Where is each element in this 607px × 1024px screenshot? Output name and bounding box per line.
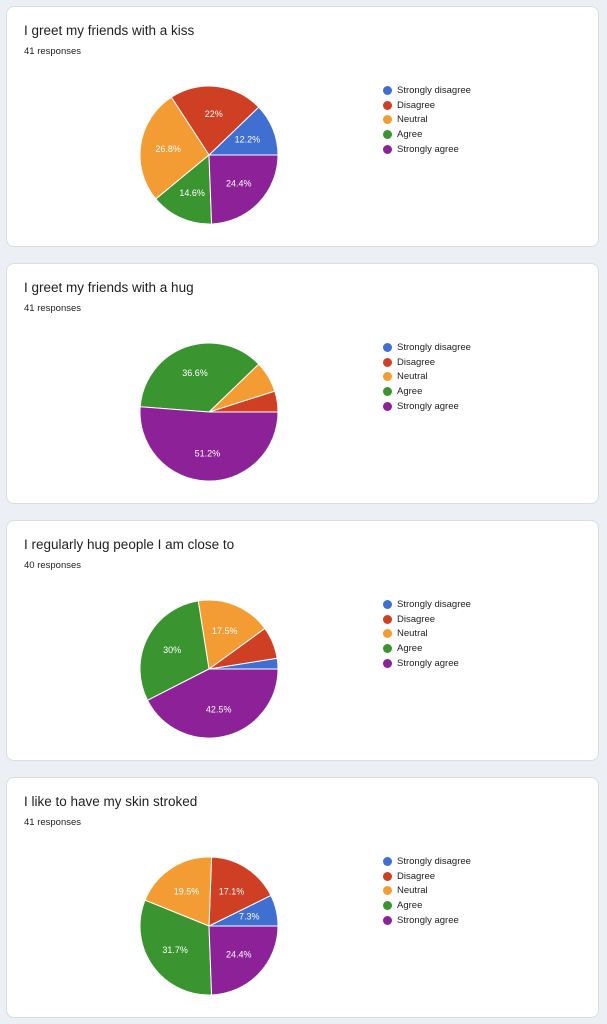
legend-swatch bbox=[383, 100, 392, 110]
pie-label-neutral: 17.5% bbox=[212, 626, 238, 636]
legend-item-agree: Agree bbox=[383, 127, 471, 142]
legend-item-strongly-agree: Strongly agree bbox=[383, 399, 471, 414]
legend-swatch bbox=[383, 115, 392, 125]
legend-item-disagree: Disagree bbox=[383, 612, 471, 627]
legend-item-strongly-agree: Strongly agree bbox=[383, 142, 471, 157]
pie-label-disagree: 22% bbox=[205, 109, 223, 119]
legend-item-strongly-disagree: Strongly disagree bbox=[383, 83, 471, 98]
legend-item-strongly-disagree: Strongly disagree bbox=[383, 340, 471, 355]
legend-swatch bbox=[383, 614, 392, 624]
legend-swatch bbox=[383, 659, 392, 669]
pie-slice-agree bbox=[139, 899, 213, 996]
chart-legend: Strongly disagree Disagree Neutral Agree… bbox=[383, 340, 471, 414]
question-title: I like to have my skin stroked bbox=[24, 794, 198, 809]
pie-slice-agree bbox=[155, 153, 213, 225]
legend-swatch bbox=[383, 357, 392, 367]
legend-swatch bbox=[383, 85, 392, 95]
pie-label-agree: 30% bbox=[163, 645, 181, 655]
legend-swatch bbox=[383, 130, 392, 140]
legend-swatch bbox=[383, 372, 392, 382]
pie-slice-strongly-agree bbox=[208, 925, 279, 996]
pie-label-strongly-disagree: 12.2% bbox=[235, 135, 261, 145]
legend-item-strongly-disagree: Strongly disagree bbox=[383, 854, 471, 869]
chart-card-kiss: I greet my friends with a kiss 41 respon… bbox=[6, 6, 599, 247]
pie-slice-disagree bbox=[170, 85, 260, 156]
pie-label-strongly-agree: 51.2% bbox=[195, 448, 221, 458]
pie-label-agree: 31.7% bbox=[162, 945, 188, 955]
pie-slice-disagree bbox=[208, 856, 272, 927]
pie-slice-strongly-agree bbox=[146, 668, 279, 739]
legend-item-strongly-agree: Strongly agree bbox=[383, 656, 471, 671]
legend-item-agree: Agree bbox=[383, 898, 471, 913]
legend-item-disagree: Disagree bbox=[383, 355, 471, 370]
pie-slice-agree bbox=[139, 342, 260, 413]
legend-swatch bbox=[383, 644, 392, 654]
pie-slice-neutral bbox=[144, 856, 213, 927]
question-title: I greet my friends with a kiss bbox=[24, 23, 195, 38]
legend-item-strongly-agree: Strongly agree bbox=[383, 913, 471, 928]
pie-label-neutral: 19.5% bbox=[174, 886, 200, 896]
response-count: 41 responses bbox=[24, 303, 82, 314]
legend-swatch bbox=[383, 145, 392, 155]
pie-slice-strongly-agree bbox=[139, 406, 279, 482]
pie-slice-agree bbox=[139, 600, 210, 702]
legend-item-neutral: Neutral bbox=[383, 627, 471, 642]
legend-swatch bbox=[383, 342, 392, 352]
legend-swatch bbox=[383, 871, 392, 881]
legend-swatch bbox=[383, 402, 392, 412]
pie-label-neutral: 26.8% bbox=[155, 144, 181, 154]
pie-label-agree: 14.6% bbox=[179, 188, 205, 198]
response-count: 41 responses bbox=[24, 46, 82, 57]
legend-item-strongly-disagree: Strongly disagree bbox=[383, 597, 471, 612]
legend-item-neutral: Neutral bbox=[383, 884, 471, 899]
legend-swatch bbox=[383, 886, 392, 896]
pie-label-disagree: 17.1% bbox=[219, 886, 245, 896]
legend-swatch bbox=[383, 901, 392, 911]
pie-label-agree: 36.6% bbox=[182, 368, 208, 378]
pie-label-strongly-agree: 42.5% bbox=[206, 704, 232, 714]
chart-legend: Strongly disagree Disagree Neutral Agree… bbox=[383, 597, 471, 671]
pie-label-strongly-disagree: 7.3% bbox=[239, 912, 260, 922]
legend-item-agree: Agree bbox=[383, 641, 471, 656]
legend-swatch bbox=[383, 916, 392, 926]
response-count: 40 responses bbox=[24, 560, 82, 571]
chart-legend: Strongly disagree Disagree Neutral Agree… bbox=[383, 83, 471, 157]
legend-item-disagree: Disagree bbox=[383, 869, 471, 884]
pie-label-strongly-agree: 24.4% bbox=[226, 179, 252, 189]
pie-chart: 12.2% 22% 26.8% 14.6% 24.4% bbox=[139, 85, 279, 225]
legend-swatch bbox=[383, 629, 392, 639]
pie-chart: 36.6% 51.2% bbox=[139, 342, 279, 482]
pie-slice-neutral bbox=[139, 96, 210, 200]
legend-item-disagree: Disagree bbox=[383, 98, 471, 113]
pie-chart: 17.5% 30% 42.5% bbox=[139, 599, 279, 739]
legend-item-neutral: Neutral bbox=[383, 370, 471, 385]
pie-chart: 7.3% 17.1% 19.5% 31.7% 24.4% bbox=[139, 856, 279, 996]
legend-swatch bbox=[383, 856, 392, 866]
question-title: I regularly hug people I am close to bbox=[24, 537, 235, 552]
pie-label-strongly-agree: 24.4% bbox=[226, 950, 252, 960]
question-title: I greet my friends with a hug bbox=[24, 280, 194, 295]
chart-legend: Strongly disagree Disagree Neutral Agree… bbox=[383, 854, 471, 928]
chart-card-close-hug: I regularly hug people I am close to 40 … bbox=[6, 520, 599, 761]
pie-slice-neutral bbox=[197, 599, 266, 670]
legend-item-agree: Agree bbox=[383, 384, 471, 399]
response-count: 41 responses bbox=[24, 817, 82, 828]
chart-card-hug: I greet my friends with a hug 41 respons… bbox=[6, 263, 599, 504]
chart-card-skin-stroked: I like to have my skin stroked 41 respon… bbox=[6, 777, 599, 1018]
pie-slice-strongly-agree bbox=[208, 154, 279, 225]
legend-swatch bbox=[383, 387, 392, 397]
legend-swatch bbox=[383, 599, 392, 609]
legend-item-neutral: Neutral bbox=[383, 113, 471, 128]
